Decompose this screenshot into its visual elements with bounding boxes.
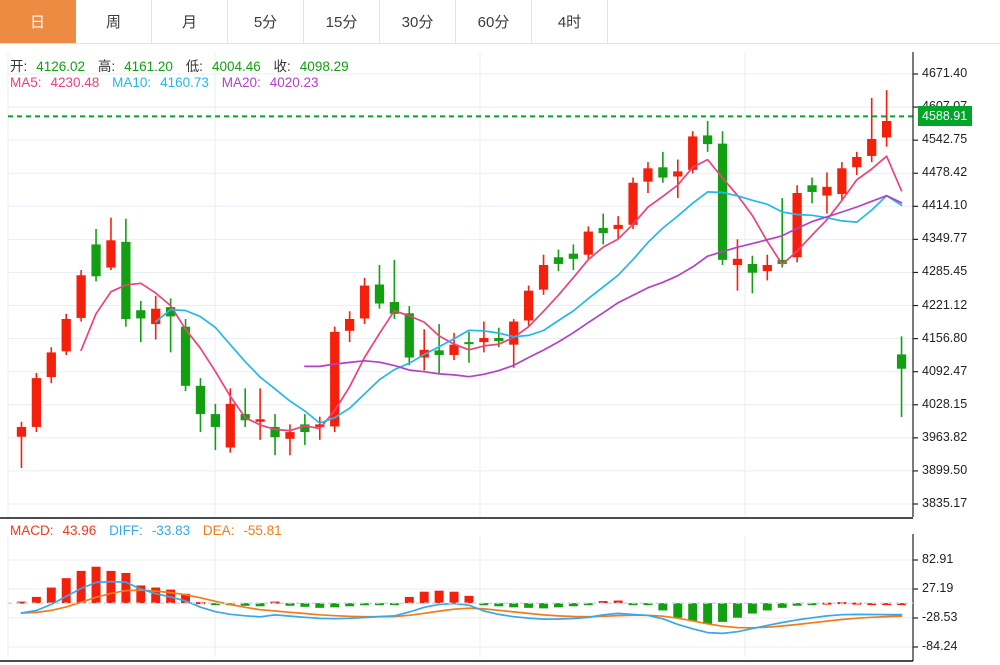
tab-label: 30分 <box>401 14 434 31</box>
tab-label: 月 <box>181 14 197 31</box>
tab-label: 日 <box>29 14 45 31</box>
tab-week[interactable]: 周 <box>76 0 152 43</box>
tabbar-filler <box>608 0 1000 43</box>
current-price-badge: 4588.91 <box>918 106 973 127</box>
tab-30min[interactable]: 30分 <box>380 0 456 43</box>
candlestick-chart <box>0 52 918 662</box>
tab-60min[interactable]: 60分 <box>456 0 532 43</box>
tab-5min[interactable]: 5分 <box>228 0 304 43</box>
tab-label: 周 <box>105 14 121 31</box>
tab-month[interactable]: 月 <box>152 0 228 43</box>
tab-day[interactable]: 日 <box>0 0 76 43</box>
tab-4hour[interactable]: 4时 <box>532 0 608 43</box>
chart-container[interactable]: 开: 4126.02 高: 4161.20 低: 4004.46 收: 4098.29 … <box>0 44 1000 665</box>
tab-label: 15分 <box>325 14 358 31</box>
tab-label: 5分 <box>253 14 278 31</box>
tab-label: 4时 <box>557 14 582 31</box>
tab-label: 60分 <box>477 14 510 31</box>
period-tabbar: 日 周 月 5分 15分 30分 60分 4时 <box>0 0 1000 44</box>
tab-15min[interactable]: 15分 <box>304 0 380 43</box>
